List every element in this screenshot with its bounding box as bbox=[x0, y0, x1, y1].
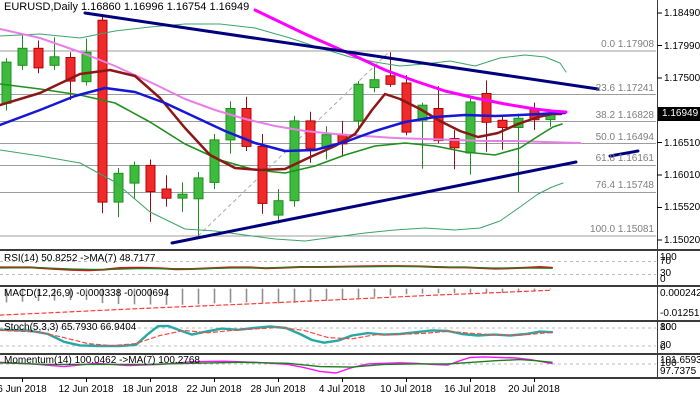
stochastic-scale-label: 100 bbox=[660, 322, 677, 333]
macd-indicator-label: MACD(12,26,9) -0.000338 -0.000694 bbox=[4, 288, 170, 299]
momentum-indicator-label: Momentum(14) 100.0462 ->MA(7) 100.2768 bbox=[4, 355, 200, 366]
price-axis-label: 1.17500 bbox=[664, 73, 700, 84]
rsi-scale-label: 0 bbox=[660, 274, 666, 285]
fib-level-label: 100.0 1.15081 bbox=[590, 224, 654, 235]
rsi-indicator-label: RSI(14) 50.8252 ->MA(7) 48.7177 bbox=[4, 253, 156, 264]
price-axis-label: 1.15520 bbox=[664, 202, 700, 213]
fib-level-label: 38.2 1.16828 bbox=[595, 110, 654, 121]
fib-level-label: 23.6 1.17241 bbox=[595, 83, 654, 94]
stochastic-scale-label: 80 bbox=[660, 322, 672, 333]
time-axis-label: 6 Jun 2018 bbox=[0, 384, 47, 395]
time-axis-label: 4 Jul 2018 bbox=[318, 384, 366, 395]
price-axis-label: 1.16010 bbox=[664, 170, 700, 181]
time-axis-label: 18 Jun 2018 bbox=[122, 384, 178, 395]
time-axis-label: 16 Jul 2018 bbox=[444, 384, 496, 395]
rsi-scale-label: 100 bbox=[660, 252, 677, 263]
chart-title: EURUSD,Daily 1.16860 1.16996 1.16754 1.1… bbox=[4, 1, 250, 13]
momentum-scale-label: 101.6593 bbox=[660, 355, 700, 366]
current-price-tag: 1.16949 bbox=[658, 107, 700, 121]
price-axis-label: 1.17990 bbox=[664, 41, 700, 52]
time-axis-label: 22 Jun 2018 bbox=[186, 384, 242, 395]
fib-level-label: 50.0 1.16494 bbox=[595, 132, 654, 143]
price-axis-label: 1.16510 bbox=[664, 138, 700, 149]
stochastic-indicator-label: Stoch(5,3,3) 65.7930 66.9404 bbox=[4, 322, 137, 333]
time-axis-label: 12 Jun 2018 bbox=[58, 384, 114, 395]
fib-level-label: 61.8 1.16161 bbox=[595, 153, 654, 164]
rsi-scale-label: 70 bbox=[660, 256, 672, 267]
momentum-scale-label: 100 bbox=[660, 358, 677, 369]
stochastic-scale-label: 20 bbox=[660, 340, 672, 351]
momentum-scale-label: 97.7375 bbox=[660, 366, 697, 377]
fib-level-label: 0.0 1.17908 bbox=[601, 39, 654, 50]
macd-scale-label: 0.000242 bbox=[660, 288, 700, 299]
time-axis-label: 10 Jul 2018 bbox=[380, 384, 432, 395]
price-axis-label: 1.15020 bbox=[664, 235, 700, 246]
rsi-scale-label: 30 bbox=[660, 268, 672, 279]
price-axis-label: 1.18490 bbox=[664, 8, 700, 19]
time-axis-label: 20 Jul 2018 bbox=[508, 384, 560, 395]
time-axis-label: 28 Jun 2018 bbox=[250, 384, 306, 395]
macd-scale-label: -0.012516 bbox=[660, 308, 700, 319]
stochastic-scale-label: 0 bbox=[660, 342, 666, 353]
fib-level-label: 76.4 1.15748 bbox=[595, 180, 654, 191]
